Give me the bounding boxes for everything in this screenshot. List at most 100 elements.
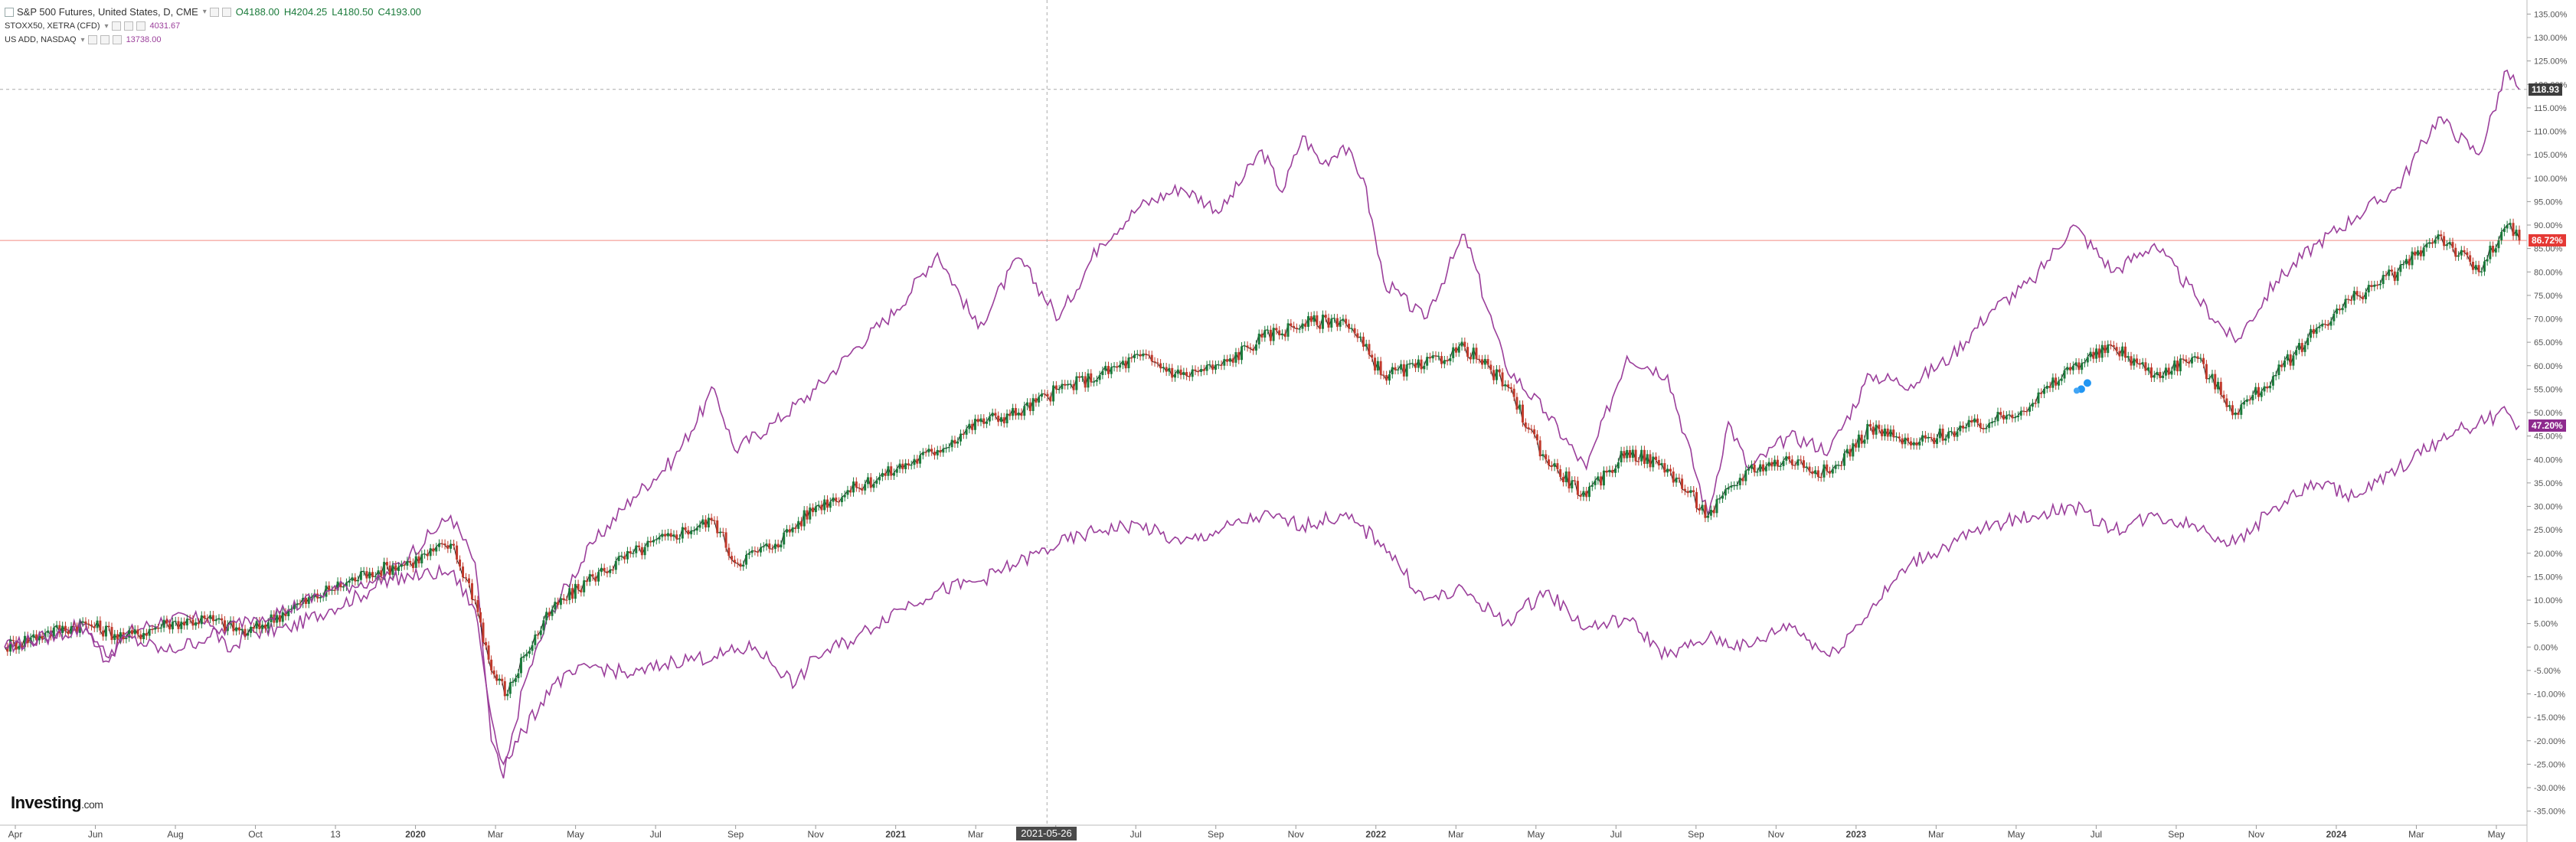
- remove-icon[interactable]: [136, 21, 145, 31]
- candle-body: [2234, 413, 2237, 416]
- y-tick-label: 95.00%: [2534, 197, 2563, 207]
- compare-symbol-label[interactable]: STOXX50, XETRA (CFD): [5, 21, 100, 31]
- candle-body: [1979, 423, 1982, 429]
- candle-body: [1388, 374, 1391, 381]
- y-tick-label: 90.00%: [2534, 221, 2563, 230]
- candle-body: [1938, 429, 1941, 439]
- candle-body: [1559, 469, 1562, 478]
- candle-body: [1695, 491, 1698, 508]
- candle-body: [1628, 450, 1631, 459]
- candle-body: [1681, 478, 1684, 489]
- candle-body: [2500, 232, 2503, 240]
- hide-icon[interactable]: [100, 35, 110, 44]
- candle-body: [1886, 428, 1889, 437]
- candle-body: [1849, 449, 1852, 457]
- candle-body: [2370, 285, 2373, 287]
- candle-body: [67, 631, 70, 635]
- candle-body: [195, 622, 198, 626]
- candle-body: [965, 429, 968, 435]
- candle-body: [1350, 328, 1353, 329]
- hide-icon[interactable]: [221, 7, 231, 17]
- candle-body: [2228, 405, 2231, 407]
- x-tick-label: Jun: [88, 829, 103, 840]
- candle-body: [336, 581, 339, 591]
- main-symbol-title[interactable]: S&P 500 Futures, United States, D, CME: [17, 6, 198, 18]
- candle-body: [2214, 374, 2217, 390]
- candle-body: [1420, 359, 1423, 370]
- candle-body: [632, 553, 635, 554]
- compare-symbol-label[interactable]: US ADD, NASDAQ: [5, 35, 77, 44]
- y-tick-label: 85.00%: [2534, 245, 2563, 254]
- candle-body: [1947, 431, 1950, 439]
- candle-body: [962, 433, 965, 435]
- candle-body: [61, 625, 64, 633]
- candle-body: [588, 574, 591, 582]
- main-legend[interactable]: S&P 500 Futures, United States, D, CME ▾…: [5, 6, 421, 18]
- candle-body: [2336, 308, 2339, 314]
- candle-body: [11, 640, 15, 641]
- candle-body: [2396, 272, 2399, 281]
- remove-icon[interactable]: [112, 35, 122, 44]
- compare-legend-2[interactable]: US ADD, NASDAQ ▾ 13738.00: [5, 35, 161, 44]
- candle-body: [1031, 398, 1035, 411]
- event-marker-icon[interactable]: [2073, 387, 2080, 394]
- candle-body: [1295, 328, 1298, 329]
- candle-body: [87, 623, 90, 625]
- candle-body: [514, 677, 517, 682]
- candle-body: [1194, 369, 1197, 371]
- chevron-down-icon[interactable]: ▾: [202, 8, 207, 16]
- candle-body: [591, 574, 594, 577]
- candle-body: [571, 588, 574, 599]
- event-marker-icon[interactable]: [2083, 379, 2091, 387]
- candle-body: [1814, 470, 1817, 475]
- candle-body: [55, 625, 58, 628]
- candle-body: [2477, 265, 2480, 273]
- candle-body: [823, 499, 826, 511]
- ohlc-high: H4204.25: [283, 6, 328, 18]
- candle-body: [1538, 440, 1541, 456]
- chevron-down-icon[interactable]: ▾: [104, 21, 109, 31]
- candle-body: [986, 421, 989, 424]
- candle-body: [895, 468, 898, 473]
- settings-icon[interactable]: [111, 21, 121, 31]
- candle-body: [1002, 417, 1005, 424]
- candle-body: [1280, 333, 1283, 335]
- candle-body: [2066, 367, 2069, 370]
- candle-body: [403, 564, 406, 566]
- candle-body: [1657, 459, 1660, 465]
- settings-icon[interactable]: [87, 35, 97, 44]
- x-tick-label: Jul: [649, 829, 661, 840]
- candle-body: [971, 423, 974, 430]
- price-tag-stoxx: 118.93: [2529, 83, 2563, 96]
- x-tick-label: Mar: [2408, 829, 2424, 840]
- candle-body: [1185, 372, 1188, 377]
- candle-body: [1335, 318, 1339, 327]
- candle-body: [2393, 271, 2396, 281]
- candle-body: [574, 583, 577, 599]
- candle-body: [2376, 285, 2379, 286]
- y-tick-label: 65.00%: [2534, 338, 2563, 348]
- candle-body: [1909, 441, 1912, 445]
- candle-body: [1541, 454, 1545, 456]
- candle-body: [887, 466, 890, 476]
- candle-body: [2260, 391, 2263, 397]
- candle-body: [1796, 459, 1800, 466]
- candle-body: [2092, 351, 2095, 359]
- candle-body: [838, 501, 841, 503]
- y-tick-label: 50.00%: [2534, 409, 2563, 418]
- candle-body: [2378, 284, 2381, 286]
- candle-body: [1655, 456, 1658, 460]
- candle-body: [456, 545, 459, 560]
- candle-body: [542, 620, 545, 631]
- candle-body: [551, 609, 554, 616]
- chevron-down-icon[interactable]: ▾: [80, 35, 85, 44]
- candle-body: [716, 520, 719, 534]
- settings-icon[interactable]: [209, 7, 219, 17]
- y-tick-label: 130.00%: [2534, 34, 2568, 43]
- candle-body: [678, 538, 682, 540]
- collapse-legend-icon[interactable]: [5, 7, 14, 17]
- compare-legend-1[interactable]: STOXX50, XETRA (CFD) ▾ 4031.67: [5, 21, 180, 31]
- candle-body: [617, 556, 620, 561]
- hide-icon[interactable]: [123, 21, 133, 31]
